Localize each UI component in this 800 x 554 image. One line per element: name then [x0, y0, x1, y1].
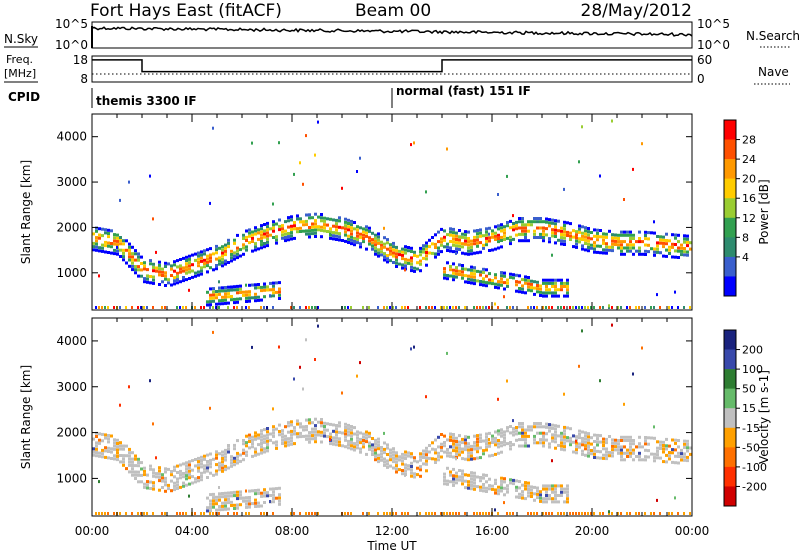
velocity-heatmap [92, 323, 692, 515]
vel-cb-tick-1: 100 [742, 363, 763, 376]
power-cb-tick-2: 20 [742, 173, 756, 186]
power-ylabel: Slant Range [km] [19, 160, 33, 264]
velocity-ylabel: Slant Range [km] [19, 365, 33, 469]
freq-line [92, 59, 692, 73]
cpid-mode-1: normal (fast) 151 IF [396, 84, 531, 98]
beam-title: Beam 00 [355, 1, 431, 21]
nsearch-tick-bottom: 10^0 [697, 38, 730, 52]
power-cb-tick-4: 12 [742, 212, 756, 225]
x-axis-label: Time UT [366, 539, 417, 553]
power-cb-tick-1: 24 [742, 153, 756, 166]
power-heatmap [92, 119, 692, 309]
freq-unit: [MHz] [4, 67, 36, 80]
freq-trace [92, 59, 692, 75]
nsearch-tick-top: 10^5 [697, 17, 730, 31]
nsky-tick-top: 10^5 [55, 17, 88, 31]
power-cb-tick-3: 16 [742, 192, 756, 205]
vel-cb-tick-4: -15 [742, 422, 760, 435]
nsky-tick-bottom: 10^0 [55, 38, 88, 52]
xtick-3: 12:00 [375, 524, 410, 538]
power-colorbar: 28 24 20 16 12 8 4 [723, 119, 756, 297]
vel-cb-tick-6: -100 [742, 461, 767, 474]
axis-ticks: 4000 3000 2000 1000 4000 3000 2000 1000 00:00 04:… [56, 114, 709, 538]
vel-ytick-2: 2000 [56, 426, 87, 440]
vel-cb-tick-2: 50 [742, 383, 756, 396]
xtick-6: 00:00 [675, 524, 710, 538]
xtick-4: 16:00 [475, 524, 510, 538]
vel-ytick-3: 1000 [56, 471, 87, 485]
freq-tick-bottom: 8 [80, 72, 88, 86]
cpid-mode-0: themis 3300 IF [96, 94, 197, 108]
power-cb-tick-6: 4 [742, 251, 749, 264]
xtick-5: 20:00 [575, 524, 610, 538]
vel-cb-tick-5: -50 [742, 441, 760, 454]
power-cb-tick-0: 28 [742, 134, 756, 147]
xtick-1: 04:00 [175, 524, 210, 538]
freq-panel [91, 55, 693, 83]
pow-ytick-3: 1000 [56, 266, 87, 280]
vel-cb-tick-3: 15 [742, 402, 756, 415]
xtick-0: 00:00 [75, 524, 110, 538]
pow-ytick-0: 4000 [56, 130, 87, 144]
velocity-colorbar: 200 100 50 15 -15 -50 -100 -200 [723, 329, 767, 507]
nave-tick-top: 60 [697, 53, 712, 67]
nave-tick-bottom: 0 [697, 72, 705, 86]
freq-label: Freq. [6, 53, 33, 66]
station-title: Fort Hays East (fitACF) [90, 1, 282, 21]
vel-ytick-0: 4000 [56, 334, 87, 348]
nsky-line [91, 26, 693, 37]
velocity-colorbar-label: Velocity [m s-1] [757, 370, 771, 464]
xtick-2: 08:00 [275, 524, 310, 538]
nsky-panel [91, 21, 693, 49]
nsky-label: N.Sky [4, 32, 38, 46]
vel-cb-tick-0: 200 [742, 344, 763, 357]
pow-ytick-2: 2000 [56, 220, 87, 234]
vel-cb-tick-7: -200 [742, 480, 767, 493]
cpid-label: CPID [8, 90, 40, 104]
power-colorbar-label: Power [dB] [757, 179, 771, 244]
nave-label: Nave [758, 65, 789, 79]
freq-tick-top: 18 [73, 53, 88, 67]
vel-ytick-1: 3000 [56, 380, 87, 394]
nsearch-label: N.Search [746, 29, 800, 43]
nsky-trace [91, 26, 693, 48]
date-title: 28/May/2012 [581, 1, 693, 21]
pow-ytick-1: 3000 [56, 175, 87, 189]
power-cb-tick-5: 8 [742, 231, 749, 244]
